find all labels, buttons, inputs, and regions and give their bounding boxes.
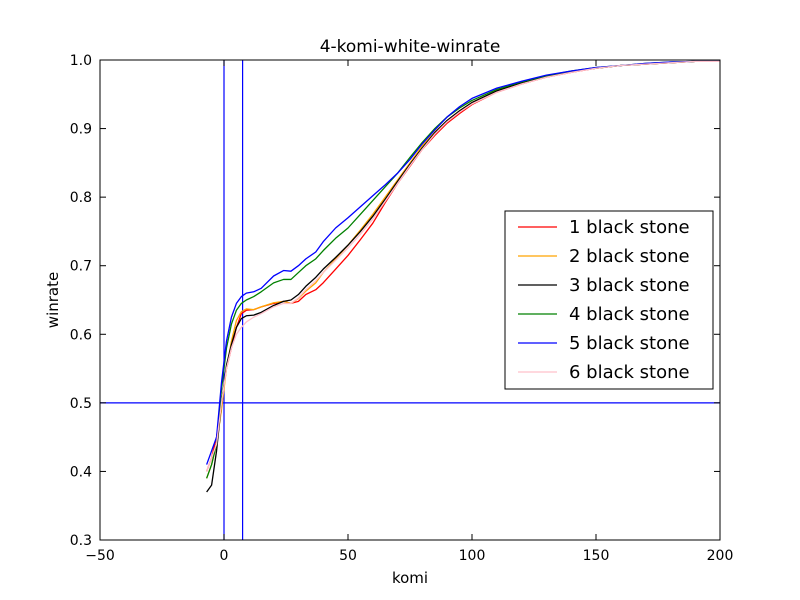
y-tick-label: 0.3: [70, 533, 92, 549]
series-line-6: [206, 60, 720, 472]
plot-frame: [99, 59, 721, 541]
y-tick-label: 0.9: [70, 122, 92, 138]
y-tick-label: 0.7: [70, 259, 92, 275]
legend-label-6: 6 black stone: [569, 362, 690, 383]
y-tick-label: 0.6: [70, 327, 92, 343]
legend-label-4: 4 black stone: [569, 304, 690, 325]
x-tick-label: 100: [459, 548, 486, 564]
series-line-5: [206, 60, 720, 465]
x-tick-label: 0: [220, 548, 229, 564]
y-tick-label: 0.4: [70, 464, 92, 480]
x-axis-label: komi: [392, 569, 428, 587]
legend-label-2: 2 black stone: [569, 246, 690, 267]
x-tick-label: 50: [339, 548, 357, 564]
chart-title: 4-komi-white-winrate: [320, 37, 501, 57]
y-tick-label: 1.0: [70, 53, 92, 69]
legend: 1 black stone 2 black stone 3 black stone 4…: [504, 210, 714, 390]
x-tick-label: 150: [583, 548, 610, 564]
series-line-3: [206, 60, 720, 493]
legend-label-3: 3 black stone: [569, 275, 690, 296]
y-axis: 0.3 0.4 0.5 0.6 0.7 0.8 0.9 1.0: [70, 53, 720, 549]
y-tick-label: 0.8: [70, 190, 92, 206]
series-lines: [206, 60, 720, 493]
x-axis: −50 0 50 100 150 200: [85, 60, 733, 564]
legend-box: [504, 210, 714, 390]
plot-area: [100, 60, 720, 540]
y-axis-label: winrate: [44, 272, 62, 328]
x-tick-label: −50: [85, 548, 115, 564]
legend-label-5: 5 black stone: [569, 333, 690, 354]
legend-label-1: 1 black stone: [569, 217, 690, 238]
x-tick-label: 200: [707, 548, 734, 564]
y-tick-label: 0.5: [70, 396, 92, 412]
reference-lines: [100, 60, 720, 540]
